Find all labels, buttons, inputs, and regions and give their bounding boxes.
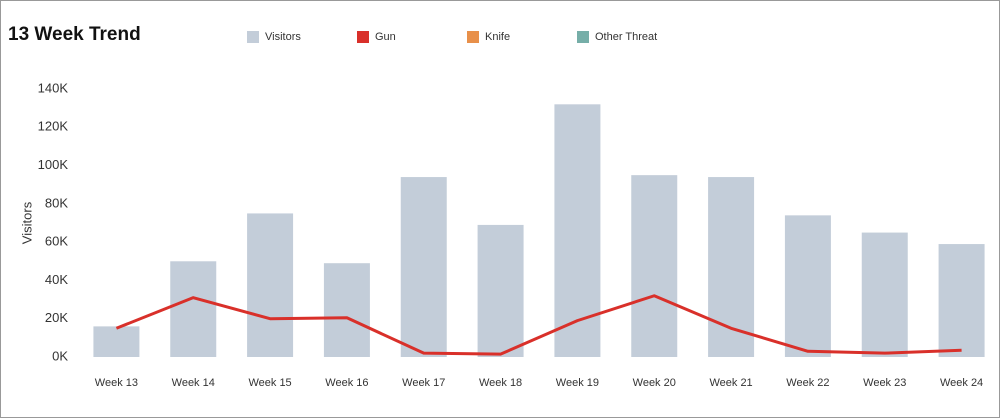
- bar: [400, 177, 447, 357]
- bar: [247, 213, 294, 357]
- x-tick-label: Week 17: [402, 377, 445, 389]
- y-tick-label: 80K: [45, 195, 68, 210]
- y-axis-label: Visitors: [19, 201, 34, 244]
- y-tick-label: 120K: [38, 119, 69, 134]
- legend-label: Other Threat: [595, 31, 657, 43]
- chart-title: 13 Week Trend: [8, 24, 141, 45]
- legend-label: Gun: [375, 31, 396, 43]
- legend-label: Knife: [485, 31, 510, 43]
- y-tick-label: 0K: [52, 348, 68, 363]
- x-tick-label: Week 22: [786, 377, 829, 389]
- x-tick-label: Week 15: [248, 377, 291, 389]
- y-tick-label: 20K: [45, 310, 68, 325]
- y-tick-label: 40K: [45, 272, 68, 287]
- bar: [708, 177, 755, 357]
- x-tick-label: Week 13: [95, 377, 138, 389]
- bar: [170, 261, 217, 357]
- bar: [861, 232, 908, 357]
- x-tick-label: Week 14: [172, 377, 215, 389]
- bar: [477, 224, 524, 357]
- legend-swatch: [357, 31, 369, 43]
- y-tick-label: 100K: [38, 157, 69, 172]
- x-tick-label: Week 19: [556, 377, 599, 389]
- bar: [323, 263, 370, 357]
- y-tick-label: 60K: [45, 234, 68, 249]
- x-tick-label: Week 21: [709, 377, 752, 389]
- x-tick-label: Week 18: [479, 377, 522, 389]
- legend-swatch: [577, 31, 589, 43]
- x-tick-label: Week 16: [325, 377, 368, 389]
- legend-label: Visitors: [265, 31, 301, 43]
- x-tick-label: Week 24: [940, 377, 983, 389]
- x-tick-label: Week 20: [633, 377, 676, 389]
- bar: [631, 175, 678, 357]
- bar: [784, 215, 831, 357]
- y-tick-label: 140K: [38, 80, 69, 95]
- x-tick-label: Week 23: [863, 377, 906, 389]
- legend-swatch: [247, 31, 259, 43]
- line: [115, 294, 962, 356]
- legend-swatch: [467, 31, 479, 43]
- bar: [938, 244, 985, 357]
- bar: [93, 326, 140, 357]
